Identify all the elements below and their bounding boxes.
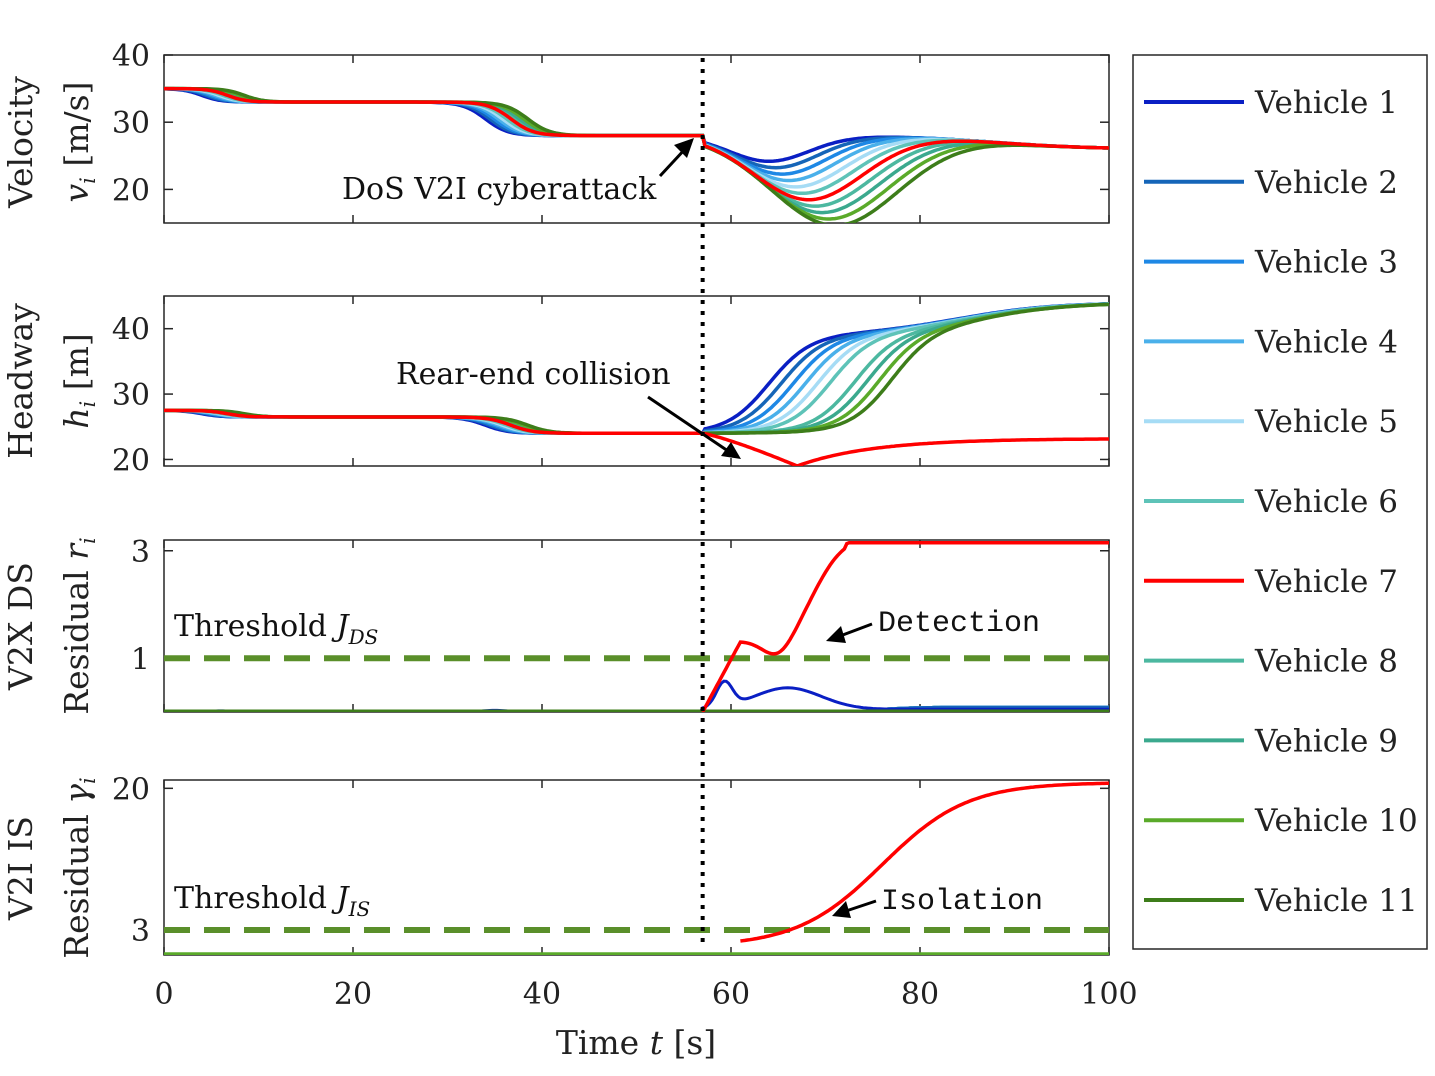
headway-line-vehicle-7 [164, 408, 1109, 466]
y-tick-label: 30 [112, 106, 150, 141]
tick-labels: 0 20 40 60 80 100 20 30 40 20 30 40 1 3 3 20 [112, 39, 1138, 1012]
y-tick-label: 3 [131, 914, 150, 949]
velocity-axes [163, 54, 1110, 224]
is-ylabel-2: Residual γi [57, 777, 100, 958]
velocity-ylabel-2: vi [m/s] [57, 82, 100, 203]
velocity-line-vehicle-7 [164, 86, 1109, 202]
headway-ylabel-1: Headway [1, 303, 40, 459]
y-tick-label: 3 [131, 535, 150, 570]
y-tick-label: 40 [112, 313, 150, 348]
legend-label: Vehicle 4 [1254, 324, 1398, 360]
ds-ylabel-1: V2X DS [1, 562, 40, 691]
axis-ticks [163, 54, 1110, 955]
is-ylabel-1: V2I IS [1, 816, 40, 921]
legend-label: Vehicle 2 [1254, 165, 1398, 201]
detection-arrow [826, 622, 873, 643]
velocity-series [164, 86, 1109, 223]
x-tick-label: 0 [154, 977, 173, 1012]
legend-label: Vehicle 1 [1254, 85, 1398, 121]
residual-ds-series [164, 540, 1109, 712]
detection-annotation: Detection [878, 607, 1040, 641]
isolation-annotation: Isolation [881, 885, 1043, 919]
velocity-ylabel-1: Velocity [1, 76, 40, 209]
isolation-arrow [832, 899, 877, 918]
y-tick-label: 20 [112, 443, 150, 478]
y-tick-label: 20 [112, 173, 150, 208]
y-tick-label: 20 [112, 772, 150, 807]
x-tick-label: 100 [1080, 977, 1137, 1012]
headway-series [164, 302, 1109, 466]
dos-arrow [658, 138, 694, 178]
legend-label: Vehicle 3 [1254, 245, 1398, 281]
dos-annotation: DoS V2I cyberattack [342, 172, 657, 207]
legend-label: Vehicle 10 [1254, 803, 1418, 839]
rear-end-annotation: Rear-end collision [396, 357, 671, 392]
legend-label: Vehicle 7 [1254, 564, 1398, 600]
legend-label: Vehicle 9 [1254, 723, 1398, 759]
legend: Vehicle 1 Vehicle 2 Vehicle 3 Vehicle 4 Vehi… [1144, 85, 1418, 919]
x-tick-label: 40 [523, 977, 561, 1012]
is-line-vehicle-7 [740, 781, 1109, 943]
legend-label: Vehicle 6 [1254, 484, 1398, 520]
headway-axes [163, 295, 1110, 467]
residual-is-series [164, 781, 1109, 955]
y-tick-label: 40 [112, 39, 150, 74]
x-axis-label: Time t [s] [556, 1023, 716, 1062]
ds-line-vehicle-1 [164, 679, 1109, 712]
x-tick-label: 60 [712, 977, 750, 1012]
headway-ylabel-2: hi [m] [57, 333, 100, 429]
ds-ylabel-2: Residual ri [57, 537, 100, 714]
threshold-is-label: Threshold JIS [174, 881, 370, 921]
legend-label: Vehicle 11 [1254, 883, 1418, 919]
legend-label: Vehicle 8 [1254, 644, 1398, 680]
y-tick-label: 30 [112, 378, 150, 413]
x-tick-label: 80 [901, 977, 939, 1012]
rear-end-arrow [647, 395, 741, 459]
legend-label: Vehicle 5 [1254, 404, 1398, 440]
x-tick-label: 20 [334, 977, 372, 1012]
y-tick-label: 1 [131, 642, 150, 677]
ds-line-vehicle-7 [701, 540, 1109, 712]
threshold-ds-label: Threshold JDS [174, 609, 378, 649]
